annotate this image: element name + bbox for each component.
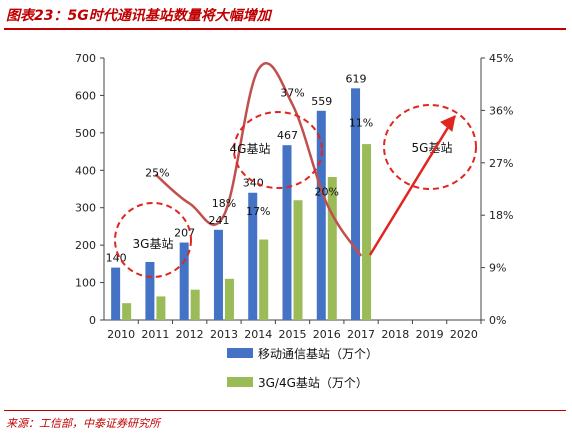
- left-tick-label: 600: [75, 89, 96, 102]
- x-tick-label: 2017: [347, 328, 375, 341]
- projection-arrow-line: [368, 115, 457, 256]
- x-tick-label: 2019: [416, 328, 444, 341]
- growth-value-label: 20%: [315, 186, 339, 199]
- bar-value-label: 340: [243, 177, 264, 190]
- x-tick-label: 2010: [107, 328, 135, 341]
- x-tick-label: 2011: [141, 328, 169, 341]
- bar-mobile-base-station: [213, 229, 223, 320]
- bar-3g4g-base-station: [156, 296, 166, 320]
- growth-value-label: 11%: [349, 116, 373, 129]
- bar-value-label: 207: [174, 227, 195, 240]
- legend-label-mobile: 移动通信基站（万个）: [258, 347, 378, 361]
- bar-value-label: 241: [208, 214, 229, 227]
- x-tick-label: 2018: [381, 328, 409, 341]
- right-tick-label: 0%: [489, 314, 506, 327]
- annotation-ellipse-4g: [233, 111, 323, 189]
- annotation-label-3g: 3G基站: [133, 237, 174, 251]
- left-tick-label: 200: [75, 239, 96, 252]
- bar-value-label: 559: [311, 95, 332, 108]
- growth-rate-line: [154, 62, 363, 257]
- bar-3g4g-base-station: [224, 278, 234, 320]
- left-tick-label: 700: [75, 52, 96, 65]
- legend-swatch-mobile: [227, 348, 253, 358]
- bar-mobile-base-station: [282, 145, 292, 320]
- left-tick-label: 400: [75, 164, 96, 177]
- right-tick-label: 36%: [489, 104, 513, 117]
- growth-value-label: 17%: [246, 205, 270, 218]
- annotation-ellipse-5g: [383, 104, 477, 190]
- annotation-ellipse-3g: [114, 202, 192, 278]
- x-tick-label: 2012: [176, 328, 204, 341]
- x-tick-label: 2015: [279, 328, 307, 341]
- left-tick-label: 100: [75, 277, 96, 290]
- title-rule: [4, 28, 566, 30]
- growth-value-label: 18%: [212, 197, 236, 210]
- growth-value-label: 25%: [145, 166, 169, 179]
- left-tick-label: 0: [89, 314, 96, 327]
- bar-mobile-base-station: [179, 242, 189, 320]
- right-tick-label: 18%: [489, 209, 513, 222]
- bar-mobile-base-station: [248, 192, 258, 320]
- right-tick-label: 45%: [489, 52, 513, 65]
- x-tick-label: 2020: [450, 328, 478, 341]
- bar-value-label: 619: [346, 72, 367, 85]
- legend-swatch-3g4g: [227, 377, 253, 387]
- bar-mobile-base-station: [111, 267, 121, 320]
- bar-3g4g-base-station: [190, 289, 200, 320]
- x-tick-label: 2016: [313, 328, 341, 341]
- projection-arrow-head: [440, 115, 456, 132]
- bar-mobile-base-station: [145, 261, 155, 320]
- annotation-label-4g: 4G基站: [230, 142, 271, 156]
- bar-mobile-base-station: [351, 88, 361, 321]
- growth-value-label: 37%: [280, 87, 304, 100]
- bar-mobile-base-station: [316, 110, 326, 320]
- bar-value-label: 467: [277, 129, 298, 142]
- right-tick-label: 9%: [489, 262, 506, 275]
- figure-source: 来源：工信部，中泰证券研究所: [6, 417, 160, 430]
- right-tick-label: 27%: [489, 157, 513, 170]
- source-rule: [4, 410, 566, 411]
- legend-label-3g4g: 3G/4G基站（万个）: [258, 376, 368, 390]
- plot-area: 0 100 200 300 400 500 600 700 0% 9% 18% 27% 36% 45% 20…: [75, 52, 513, 390]
- left-tick-label: 500: [75, 127, 96, 140]
- bar-3g4g-base-station: [327, 177, 337, 320]
- x-tick-label: 2014: [244, 328, 272, 341]
- bar-3g4g-base-station: [259, 239, 269, 320]
- annotation-label-5g: 5G基站: [412, 141, 453, 155]
- bar-3g4g-base-station: [122, 303, 132, 320]
- left-tick-label: 300: [75, 202, 96, 215]
- x-tick-label: 2013: [210, 328, 238, 341]
- bar-3g4g-base-station: [293, 200, 303, 320]
- bar-3g4g-base-station: [362, 144, 372, 320]
- figure-title: 图表23：5G时代通讯基站数量将大幅增加: [6, 8, 271, 24]
